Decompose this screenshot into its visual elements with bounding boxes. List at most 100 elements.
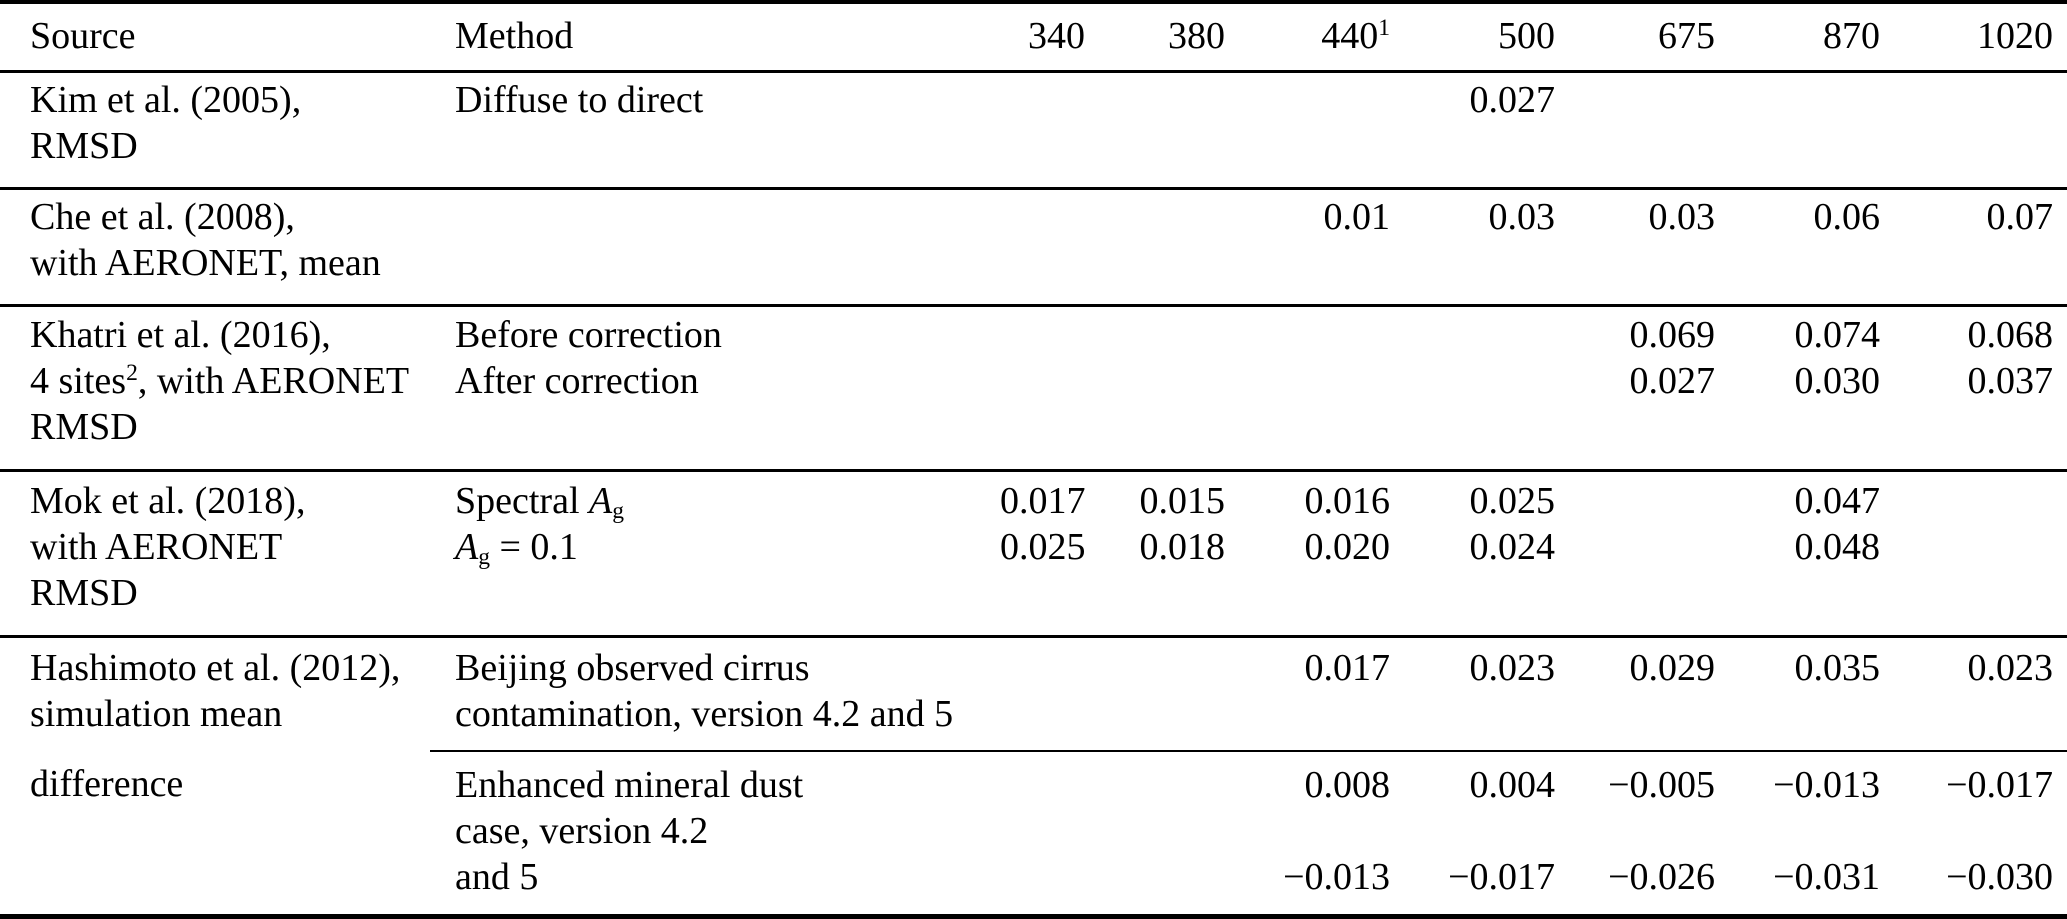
value: 0.020	[1304, 526, 1391, 568]
mok-value-380: 0.015 0.018	[1085, 470, 1226, 638]
method-line: case, version 4.2	[455, 810, 709, 852]
value: −0.017	[1946, 764, 2053, 806]
method-line: Diffuse to direct	[455, 79, 704, 121]
hashimoto1-value-440: 0.017	[1225, 636, 1391, 752]
spacer	[1715, 808, 1880, 854]
mok-value-675	[1555, 470, 1715, 638]
value: 0.048	[1794, 526, 1881, 568]
method-line: Spectral Ag	[455, 478, 1000, 524]
mok-value-340: 0.017 0.025	[1000, 470, 1086, 638]
math-variable-A: A	[589, 480, 613, 522]
spacer	[1880, 808, 2053, 854]
kim-value-870	[1715, 71, 1880, 190]
value: 0.03	[1488, 196, 1556, 238]
header-wavelength-380: 380	[1085, 2, 1225, 73]
row-kim: Kim et al. (2005), RMSD Diffuse to direc…	[0, 71, 2067, 190]
value: −0.017	[1448, 856, 1555, 898]
value: 0.027	[1629, 360, 1716, 402]
value: 0.030	[1794, 360, 1881, 402]
footnote-marker-1: 1	[1378, 15, 1390, 42]
kim-value-500: 0.027	[1390, 71, 1556, 190]
kim-method-cell: Diffuse to direct	[430, 71, 1000, 190]
che-value-440: 0.01	[1225, 188, 1390, 307]
value: 0.016	[1304, 480, 1391, 522]
source-line: RMSD	[30, 572, 138, 614]
che-value-870: 0.06	[1715, 188, 1881, 307]
header-wavelength-440: 4401	[1225, 2, 1390, 73]
source-text: 4 sites	[30, 360, 127, 402]
value: 0.025	[1469, 480, 1556, 522]
value: 0.015	[1139, 480, 1226, 522]
value: 0.017	[1304, 647, 1391, 689]
mok-value-440: 0.016 0.020	[1225, 470, 1391, 638]
value: 0.07	[1986, 196, 2054, 238]
khatri-value-380	[1085, 305, 1225, 472]
header-source: Source	[0, 2, 430, 73]
khatri-value-675: 0.069 0.027	[1555, 305, 1716, 472]
hashimoto2-source-cell: difference	[0, 751, 430, 917]
che-value-500: 0.03	[1390, 188, 1556, 307]
che-source-cell: Che et al. (2008), with AERONET, mean	[0, 188, 430, 307]
header-row: Source Method 340 380 4401 500 675 870 1…	[0, 2, 2067, 73]
row-mok: Mok et al. (2018), with AERONET RMSD Spe…	[0, 470, 2067, 638]
khatri-value-340	[1000, 305, 1085, 472]
value: 0.027	[1469, 79, 1556, 121]
value: 0.029	[1629, 647, 1716, 689]
method-line: contamination, version 4.2 and 5	[455, 693, 954, 735]
spacer	[1390, 808, 1555, 854]
hashimoto1-method-cell: Beijing observed cirrus contamination, v…	[430, 636, 1000, 752]
value: 0.004	[1469, 764, 1556, 806]
kim-value-340	[1000, 71, 1085, 190]
kim-value-675	[1555, 71, 1715, 190]
value: 0.035	[1794, 647, 1881, 689]
value: 0.024	[1469, 526, 1556, 568]
hashimoto1-value-1020: 0.023	[1880, 636, 2067, 752]
row-hashimoto-2: difference Enhanced mineral dust case, v…	[0, 751, 2067, 917]
kim-value-380	[1085, 71, 1225, 190]
source-line: 4 sites2, with AERONET	[30, 358, 430, 404]
spacer	[1555, 808, 1715, 854]
source-line: with AERONET	[30, 526, 283, 568]
value: −0.030	[1946, 856, 2053, 898]
header-wavelength-1020: 1020	[1880, 2, 2067, 73]
value: 0.017	[1000, 480, 1086, 522]
value: 0.069	[1629, 314, 1716, 356]
math-subscript-g: g	[478, 543, 490, 570]
value: −0.013	[1283, 856, 1390, 898]
source-line: Khatri et al. (2016),	[30, 314, 331, 356]
hashimoto2-value-675: −0.005 −0.026	[1555, 751, 1715, 917]
che-value-340	[1000, 188, 1085, 307]
source-line: difference	[30, 763, 184, 805]
khatri-source-cell: Khatri et al. (2016), 4 sites2, with AER…	[0, 305, 430, 472]
row-che: Che et al. (2008), with AERONET, mean 0.…	[0, 188, 2067, 307]
khatri-value-1020: 0.068 0.037	[1880, 305, 2067, 472]
method-line: Beijing observed cirrus	[455, 647, 810, 689]
hashimoto2-value-500: 0.004 −0.017	[1390, 751, 1555, 917]
hashimoto2-method-cell: Enhanced mineral dust case, version 4.2 …	[430, 751, 1000, 917]
mok-value-870: 0.047 0.048	[1715, 470, 1881, 638]
value: 0.06	[1813, 196, 1881, 238]
row-hashimoto-1: Hashimoto et al. (2012), simulation mean…	[0, 636, 2067, 752]
value: 0.025	[1000, 526, 1086, 568]
che-value-380	[1085, 188, 1225, 307]
value: 0.074	[1794, 314, 1881, 356]
mok-method-cell: Spectral Ag Ag = 0.1	[430, 470, 1000, 638]
che-method-cell	[430, 188, 1000, 307]
source-line: Che et al. (2008),	[30, 196, 295, 238]
source-text: , with AERONET	[137, 360, 410, 402]
method-text: Spectral	[455, 480, 590, 522]
value: 0.03	[1648, 196, 1716, 238]
hashimoto2-value-340	[1000, 751, 1085, 917]
method-line: Before correction	[455, 314, 722, 356]
source-line: RMSD	[30, 406, 138, 448]
method-line: Ag = 0.1	[455, 524, 1000, 570]
hashimoto2-value-870: −0.013 −0.031	[1715, 751, 1880, 917]
value: −0.005	[1608, 764, 1715, 806]
khatri-value-870: 0.074 0.030	[1715, 305, 1881, 472]
value: 0.037	[1967, 360, 2054, 402]
hashimoto1-source-cell: Hashimoto et al. (2012), simulation mean	[0, 637, 430, 752]
mok-source-cell: Mok et al. (2018), with AERONET RMSD	[0, 470, 430, 638]
hashimoto1-value-340	[1000, 636, 1085, 752]
value: 0.068	[1967, 314, 2054, 356]
